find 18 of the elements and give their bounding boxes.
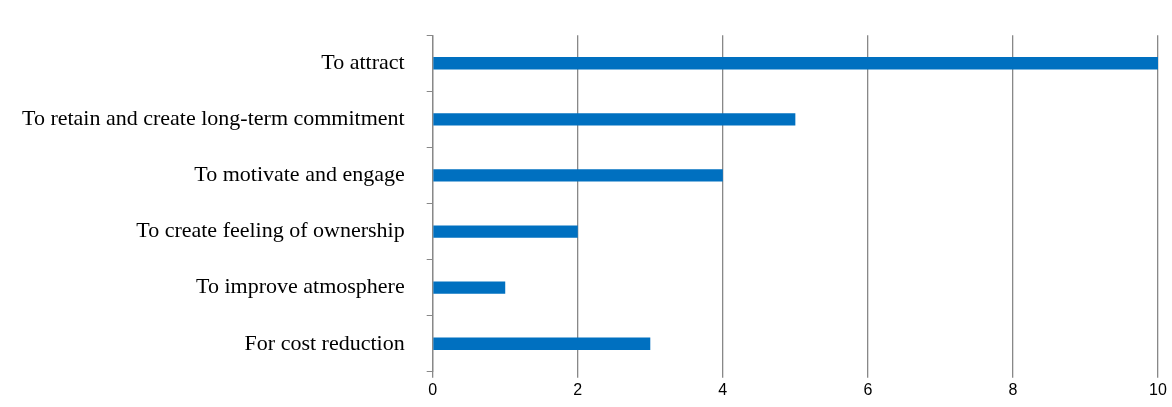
y-tick-label: For cost reduction (244, 329, 405, 355)
y-tick-label: To attract (321, 49, 405, 75)
bar (433, 337, 651, 350)
x-tick-label: 4 (718, 380, 728, 398)
x-tick-label: 0 (428, 380, 438, 398)
y-tick-label: To create feeling of ownership (136, 217, 405, 243)
y-tick-label: To improve atmosphere (196, 273, 405, 299)
bar (433, 281, 506, 294)
bar (433, 169, 723, 182)
x-tick-label: 2 (573, 380, 583, 398)
y-tick-label: To motivate and engage (194, 161, 405, 187)
bar (433, 225, 578, 238)
x-tick-label: 8 (1008, 380, 1018, 398)
bar (433, 57, 1158, 70)
x-tick-label: 10 (1149, 380, 1167, 398)
y-tick-label: To retain and create long-term commitment (22, 105, 405, 131)
x-tick-label: 6 (863, 380, 873, 398)
bar (433, 113, 796, 126)
